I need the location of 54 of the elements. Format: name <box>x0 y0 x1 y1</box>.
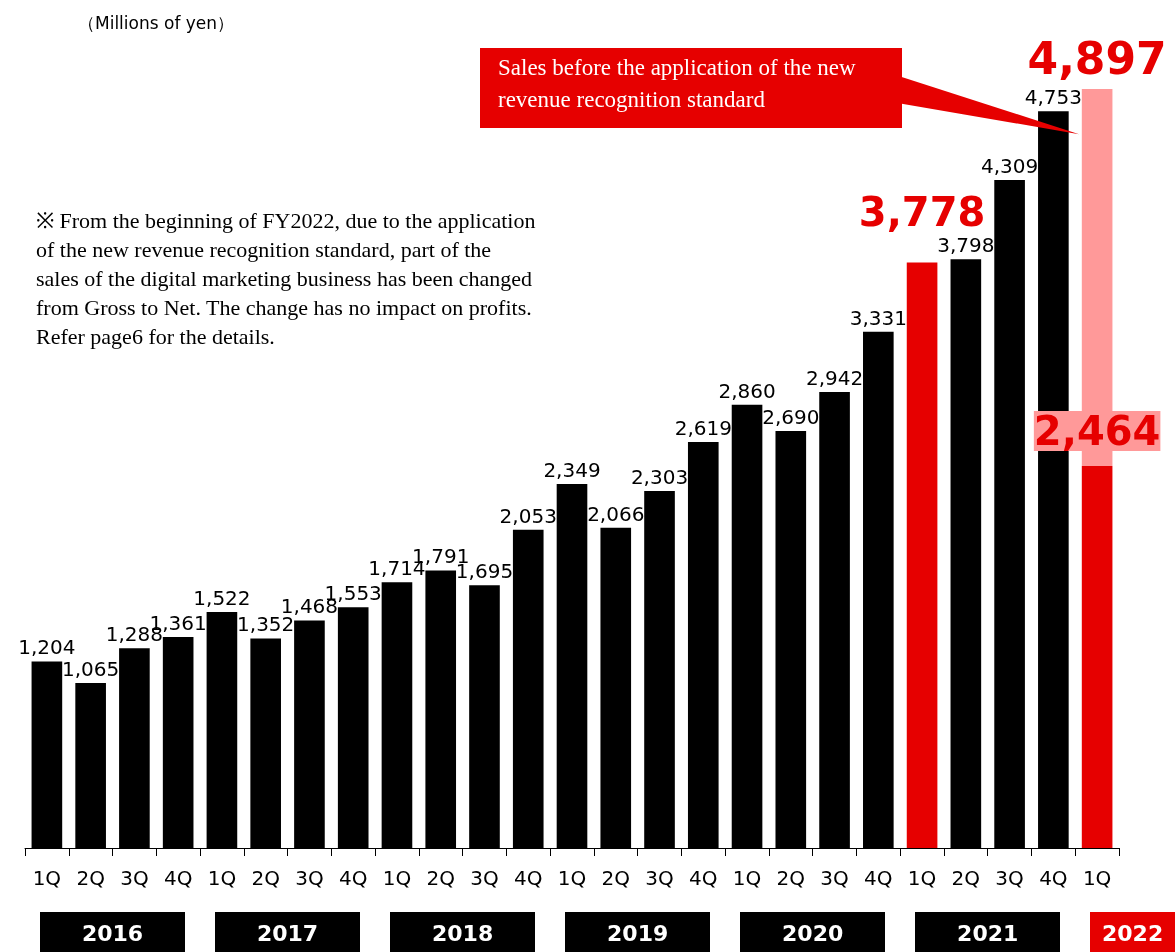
x-tick-label: 2Q <box>426 866 455 890</box>
data-label: 2,464 <box>1033 408 1161 455</box>
x-tick-label: 2Q <box>951 866 981 890</box>
x-tick-label: 2Q <box>76 866 105 890</box>
x-tick-label: 4Q <box>338 866 368 890</box>
text: 2017 <box>215 912 361 952</box>
data-label: 1,352 <box>237 612 295 637</box>
annotation: Sales before the application of the new revenue recognition standard <box>480 48 902 128</box>
total-label: 4,897 <box>1027 33 1167 85</box>
x-tick-label: 4Q <box>1039 866 1068 890</box>
text: 2020 <box>740 912 886 952</box>
x-tick-label: 3Q <box>645 866 674 890</box>
x-tick-label: 1Q <box>207 866 237 890</box>
x-tick-label: 2Q <box>776 866 806 890</box>
x-tick-label: 3Q <box>295 866 324 890</box>
x-tick-label: 2Q <box>601 866 630 890</box>
annotation: ※ From the beginning of FY2022, due to the application of the new revenue recognition standard, part of the sales of the digital marketing business has been changed from Gross to Net. The change has no impact on profits. Refer page6 for the details. <box>36 207 536 351</box>
data-label: 2,349 <box>543 457 601 482</box>
data-label: 2,619 <box>674 416 732 441</box>
x-tick-label: 3Q <box>470 866 499 890</box>
text: 2021 <box>915 912 1061 952</box>
x-tick-label: 3Q <box>995 866 1024 890</box>
x-tick-label: 2Q <box>251 866 280 890</box>
x-tick-label: 4Q <box>689 866 718 890</box>
x-tick-label: 1Q <box>1082 866 1112 890</box>
bar <box>1081 466 1113 848</box>
data-label: 3,778 <box>858 189 986 236</box>
data-label: 2,690 <box>762 405 820 430</box>
x-tick-label: 3Q <box>120 866 149 890</box>
x-tick-label: 1Q <box>907 866 937 890</box>
data-label: 2,860 <box>718 378 776 403</box>
data-label: 3,331 <box>849 305 907 330</box>
text: （Millions of yen） <box>78 12 235 35</box>
x-tick-label: 1Q <box>382 866 412 890</box>
data-label: 2,053 <box>499 503 557 528</box>
text: 2018 <box>390 912 536 952</box>
data-label: 1,522 <box>193 586 251 611</box>
x-tick-label: 4Q <box>864 866 893 890</box>
x-tick-label: 4Q <box>163 866 193 890</box>
x-tick-label: 1Q <box>557 866 587 890</box>
x-tick-label: 4Q <box>514 866 543 890</box>
text: 2019 <box>565 912 711 952</box>
x-tick-label: 3Q <box>820 866 849 890</box>
data-label: 3,798 <box>937 233 995 258</box>
text: 2016 <box>39 912 186 952</box>
data-label: 4,309 <box>980 154 1039 179</box>
data-label: 4,753 <box>1024 85 1082 110</box>
bar <box>906 262 938 848</box>
text: 2022 <box>1090 912 1175 952</box>
data-label: 2,066 <box>587 501 645 526</box>
data-label: 2,303 <box>630 465 689 490</box>
x-tick-label: 1Q <box>732 866 762 890</box>
data-label: 2,942 <box>805 365 864 390</box>
x-tick-label: 1Q <box>32 866 62 890</box>
